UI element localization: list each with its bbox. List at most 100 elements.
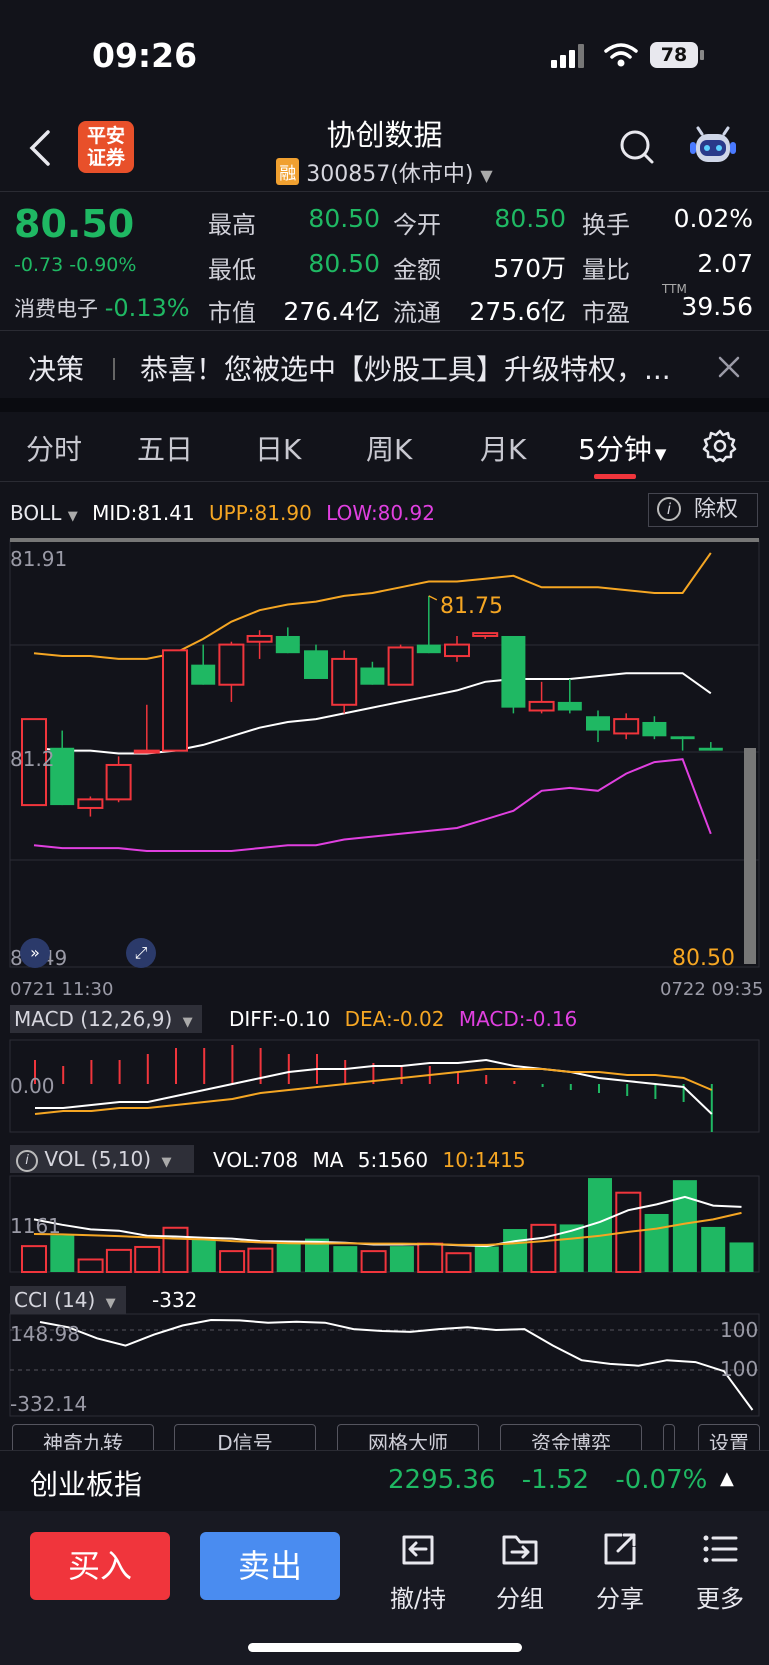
search-icon[interactable] [619,129,655,165]
tab-label: 周K [366,433,413,466]
volume-bar [276,1241,301,1272]
quote-label: 最高 [208,211,256,239]
chart-scrollbar [744,748,756,964]
candle-body [105,763,132,801]
candle-body [246,634,273,643]
cci-indicator-selector[interactable]: CCI (14) ▼ [10,1286,126,1314]
more-action[interactable]: 更多 [680,1525,760,1625]
broker-logo-line2: 证券 [86,147,125,169]
volume-bar [474,1246,499,1272]
candle-body [698,747,723,751]
volume-bar [162,1226,189,1273]
index-change: -1.52 [521,1465,590,1495]
stock-code-line[interactable]: 融 300857(休市中) ▼ [0,156,769,188]
macd-indicator-selector[interactable]: MACD (12,26,9) ▼ [10,1005,202,1033]
macd-value: MACD:-0.16 [458,1007,578,1031]
boll-indicator-header[interactable]: BOLL ▼ MID:81.41 UPP:81.90 LOW:80.92 [10,501,435,525]
more-label: 更多 [696,1585,744,1613]
vol-value: VOL:708 [213,1148,299,1172]
quote-label: 今开 [393,211,441,239]
pe-ttm-suffix: TTM [662,282,687,296]
quote-value: 570万 [493,254,566,283]
macd-dea: DEA:-0.02 [344,1007,445,1031]
candle-body [133,749,160,754]
menu-icon [703,1535,738,1563]
tab-1[interactable]: 五日 [137,428,193,468]
quote-value: 275.6亿 [469,297,566,326]
cci-name: CCI (14) [14,1288,96,1312]
cancel-hold-action[interactable]: 撤/持 [378,1525,458,1625]
cci-ref-bottom: 100 [720,1357,759,1381]
vol-indicator-selector[interactable]: i VOL (5,10) ▼ [10,1145,194,1173]
banner-tag[interactable]: 决策 [28,353,85,386]
volume-bar [644,1213,669,1272]
group-action[interactable]: 分组 [480,1525,560,1625]
tab-0[interactable]: 分时 [26,428,82,468]
cci-dropdown-icon: ▼ [105,1296,116,1311]
candle-body [501,635,526,708]
volume-bar [445,1252,472,1274]
boll-y-mid: 81.2 [10,747,55,771]
chart-settings-gear-icon[interactable] [702,428,738,464]
macd-dropdown-icon: ▼ [182,1015,193,1030]
fullscreen-icon[interactable]: ⤢ [126,938,156,968]
tab-dropdown-icon: ▼ [654,445,667,463]
cci-line [39,1318,754,1411]
volume-bar [530,1223,557,1274]
index-values: 2295.36 -1.52 -0.07% [388,1465,707,1495]
volume-bar [333,1246,358,1272]
boll-y-top: 81.91 [10,547,68,571]
tab-label: 五日 [137,433,194,466]
max-price-marker [428,595,438,601]
last-price: 80.50 [14,202,135,246]
quote-label: 流通 [393,299,441,327]
sector-info[interactable]: 消费电子 -0.13% [14,293,190,323]
back-chevron-icon[interactable] [26,128,54,168]
index-name[interactable]: 创业板指 [30,1468,143,1501]
robot-icon[interactable] [688,126,738,168]
exrights-button[interactable]: i 除权 [648,493,758,527]
candle-body [670,736,695,740]
cci-value: -332 [152,1288,198,1312]
volume-bar [134,1245,161,1274]
cci-panel-frame [9,1313,760,1417]
price-change-value: -0.73 [14,254,64,276]
candle-body [528,700,555,712]
quote-label: 市盈 [582,299,630,327]
vol-ma5: 5:1560 [357,1148,429,1172]
volume-bar [219,1250,246,1274]
tab-label: 5分钟 [578,433,652,466]
vol-ma10-line [33,1211,742,1246]
candle-body [360,667,385,685]
info-icon: i [657,497,681,521]
tab-5[interactable]: 5分钟 ▼ [578,428,666,468]
sell-button[interactable]: 卖出 [200,1532,340,1600]
vol-info-icon: i [16,1150,38,1172]
tab-2[interactable]: 日K [255,428,301,468]
volume-bar [503,1229,528,1272]
banner-close-icon[interactable] [717,355,741,379]
expand-left-icon[interactable]: » [20,938,50,968]
volume-bar [21,1245,47,1273]
candle-body [50,747,75,806]
tab-label: 日K [255,433,302,466]
vol-y-label: 1161 [10,1214,61,1238]
tab-4[interactable]: 月K [480,428,526,468]
volume-bar [191,1239,216,1272]
banner-message[interactable]: 恭喜！您被选中【炒股工具】升级特权，... [140,353,671,386]
buy-button[interactable]: 买入 [30,1532,170,1600]
macd-zero-label: 0.00 [10,1074,55,1098]
candle-body [613,718,640,735]
tab-label: 月K [480,433,527,466]
volume-bar [50,1235,75,1272]
boll-mid-line [33,672,712,755]
dropdown-caret-icon: ▼ [480,166,493,185]
broker-logo[interactable]: 平安 证券 [78,121,134,173]
price-change: -0.73 -0.90% [14,254,136,276]
expand-up-icon[interactable]: ▲ [720,1468,734,1489]
kline-chart-area[interactable] [0,536,769,1426]
tab-3[interactable]: 周K [366,428,412,468]
share-icon [604,1533,636,1565]
candle-body [642,721,667,737]
share-action[interactable]: 分享 [580,1525,660,1625]
